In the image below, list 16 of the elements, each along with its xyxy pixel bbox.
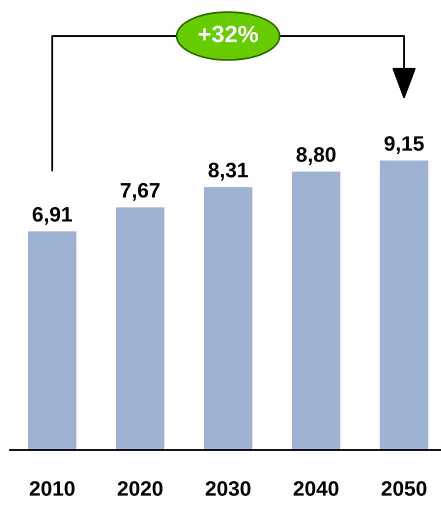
x-tick-label: 2010 (30, 481, 75, 496)
x-tick-label: 2050 (382, 481, 426, 496)
data-label: 8,80 (296, 147, 336, 165)
text: +32% (198, 26, 258, 42)
bar (116, 207, 164, 450)
bar (28, 231, 76, 450)
data-label: 6,91 (32, 206, 72, 225)
bar (380, 160, 428, 450)
data-label: 9,15 (384, 136, 424, 154)
x-tick-label: 2030 (206, 481, 250, 496)
x-tick-label: 2020 (118, 481, 162, 496)
x-tick-label: 2040 (294, 481, 338, 496)
bar (292, 172, 340, 450)
data-label: 7,67 (120, 182, 160, 201)
bar (204, 187, 252, 450)
data-label: 8,31 (208, 162, 248, 180)
